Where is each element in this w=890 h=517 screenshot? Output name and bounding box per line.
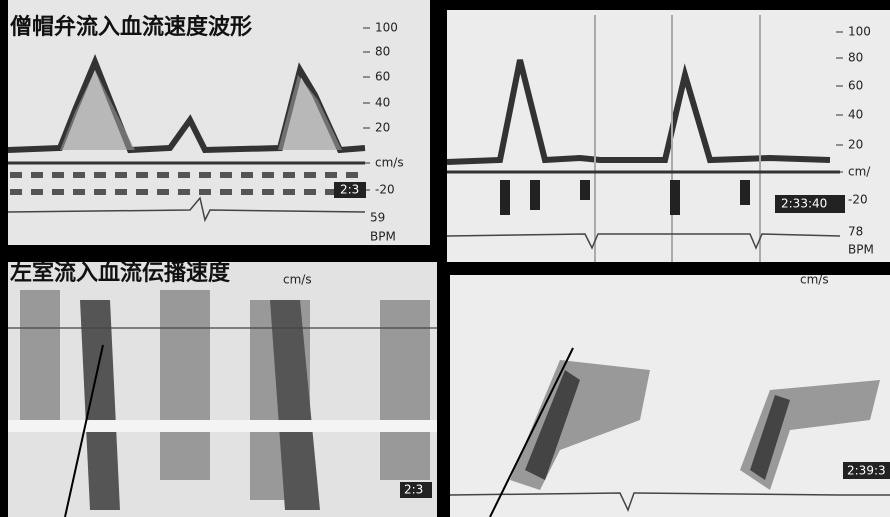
echo-figure: 僧帽弁流入血流速度波形 100 80 60 40 20 cm/s -20 2:3 59 BP… bbox=[0, 0, 890, 517]
timestamp: 2:39:3 bbox=[847, 464, 886, 478]
heart-rate: 59 bbox=[370, 211, 385, 225]
scale-label: -20 bbox=[375, 183, 395, 197]
heart-rate-unit: BPM bbox=[370, 230, 396, 244]
scale-label: 80 bbox=[848, 51, 863, 65]
velocity-unit: cm/s bbox=[283, 273, 312, 287]
scale-label: 20 bbox=[848, 138, 863, 152]
scale-label: cm/ bbox=[848, 165, 871, 179]
heart-rate-unit: BPM bbox=[848, 243, 874, 257]
panel-title: 左室流入血流伝播速度 bbox=[10, 260, 231, 286]
panel-propagation-2: cm/s 2:39:3 bbox=[450, 273, 890, 517]
panel-mitral-inflow: 僧帽弁流入血流速度波形 100 80 60 40 20 cm/s -20 2:3 59 BP… bbox=[8, 0, 430, 245]
timestamp: 2:33:40 bbox=[781, 197, 827, 211]
scale-label: 60 bbox=[848, 79, 863, 93]
panel-title: 僧帽弁流入血流速度波形 bbox=[10, 14, 252, 40]
scale-label: 80 bbox=[375, 45, 390, 59]
scale-label: -20 bbox=[848, 193, 868, 207]
scale-label: 40 bbox=[848, 108, 863, 122]
heart-rate: 78 bbox=[848, 225, 863, 239]
timestamp: 2:3 bbox=[340, 183, 359, 197]
scale-label: 60 bbox=[375, 70, 390, 84]
scale-label: 40 bbox=[375, 96, 390, 110]
panel-propagation: 左室流入血流伝播速度 cm/s 2:3 bbox=[8, 260, 437, 517]
scale-label: 20 bbox=[375, 121, 390, 135]
scale-label: cm/s bbox=[375, 156, 404, 170]
scale-label: 100 bbox=[375, 21, 398, 35]
scale-label: 100 bbox=[848, 25, 871, 39]
timestamp: 2:3 bbox=[404, 483, 423, 497]
page: {"panels": [ {"title": "僧帽弁流入血流速度波形", "s… bbox=[0, 0, 890, 517]
panel-mitral-inflow-2: 100 80 60 40 20 cm/ -20 2:33:40 78 BPM bbox=[447, 10, 890, 262]
